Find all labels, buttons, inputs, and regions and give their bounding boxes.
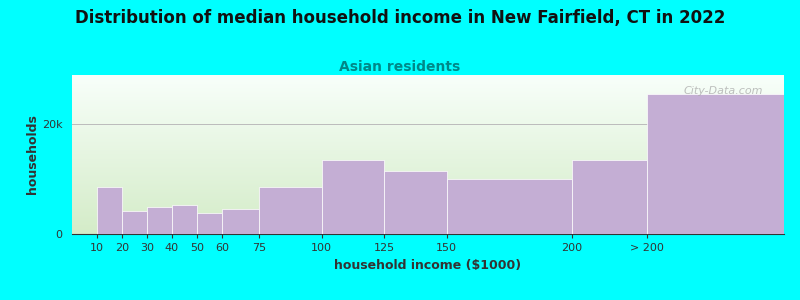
Y-axis label: households: households bbox=[26, 115, 39, 194]
Bar bbox=[384, 171, 446, 234]
X-axis label: household income ($1000): household income ($1000) bbox=[334, 259, 522, 272]
Text: Distribution of median household income in New Fairfield, CT in 2022: Distribution of median household income … bbox=[75, 9, 725, 27]
Bar bbox=[646, 94, 784, 234]
Bar bbox=[122, 211, 147, 234]
Bar bbox=[172, 206, 197, 234]
Text: Asian residents: Asian residents bbox=[339, 60, 461, 74]
Bar bbox=[322, 160, 384, 234]
Bar bbox=[147, 207, 172, 234]
Bar bbox=[446, 179, 572, 234]
Bar bbox=[197, 213, 222, 234]
Bar bbox=[97, 188, 122, 234]
Text: City-Data.com: City-Data.com bbox=[683, 86, 762, 96]
Bar bbox=[572, 160, 646, 234]
Bar bbox=[259, 188, 322, 234]
Bar bbox=[222, 209, 259, 234]
